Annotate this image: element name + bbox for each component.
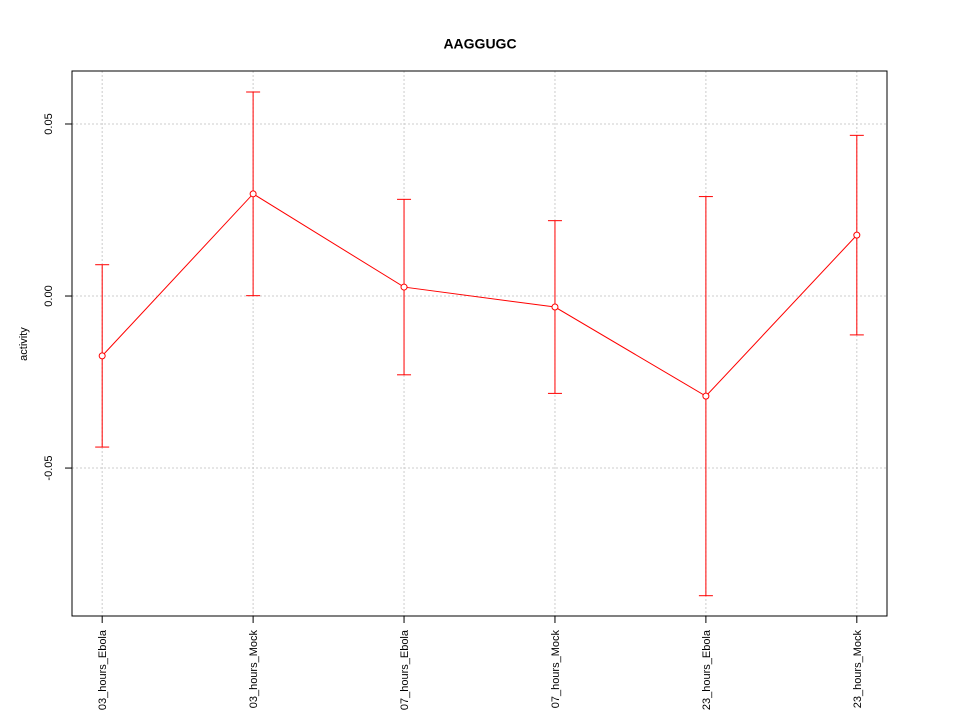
point <box>98 352 106 360</box>
y-tick-label: -0.05 <box>43 456 55 481</box>
chart-title: AAGGUGC <box>443 36 516 52</box>
point <box>551 303 559 311</box>
y-axis-label: activity <box>18 327 30 361</box>
line <box>101 193 858 397</box>
x-tick-label: 07_hours_Mock <box>550 630 562 709</box>
plot-frame <box>71 70 888 617</box>
x-tick-label: 03_hours_Ebola <box>97 629 109 710</box>
point <box>853 231 861 239</box>
point <box>249 190 257 198</box>
y-tick-label: 0.05 <box>43 113 55 134</box>
x-tick-label: 07_hours_Ebola <box>399 629 411 710</box>
x-tick-label: 23_hours_Ebola <box>701 629 713 710</box>
x-tick-label: 23_hours_Mock <box>852 630 864 709</box>
point <box>400 283 408 291</box>
y-tick-label: 0.00 <box>43 285 55 306</box>
x-tick-label: 03_hours_Mock <box>248 630 260 709</box>
point <box>702 392 710 400</box>
